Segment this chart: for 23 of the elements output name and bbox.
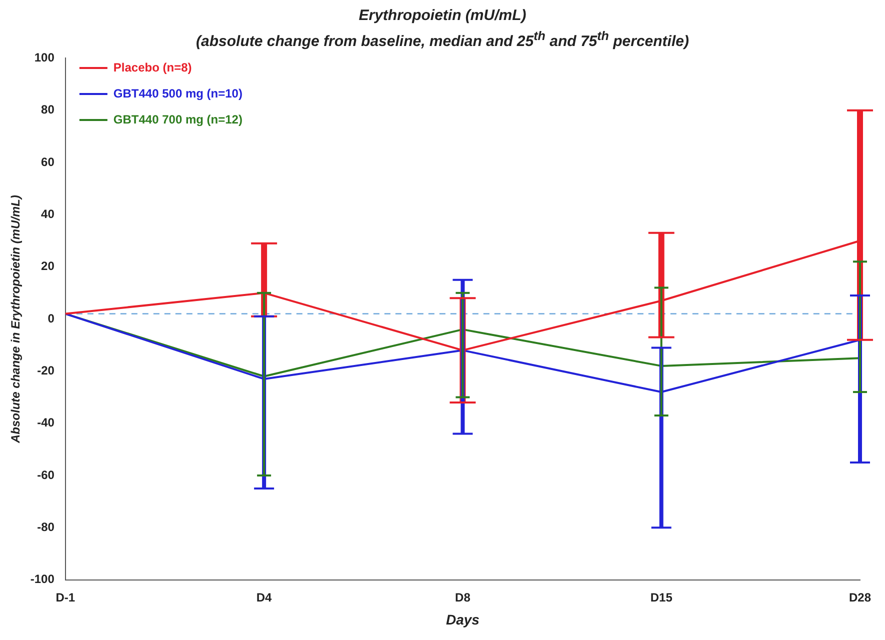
y-tick-label: 0 bbox=[48, 311, 55, 326]
x-tick-label: D28 bbox=[848, 590, 872, 604]
y-tick-label: -40 bbox=[37, 416, 55, 430]
y-tick-label: 20 bbox=[41, 259, 55, 274]
x-tick-label: D4 bbox=[256, 590, 272, 604]
y-tick-label: 80 bbox=[41, 102, 55, 117]
y-axis-title: Absolute change in Erythropoietin (mU/mL) bbox=[8, 194, 23, 444]
chart-title: Erythropoietin (mU/mL) bbox=[358, 6, 528, 26]
chart-subtitle: (absolute change from baseline, median and 25$^{th}$ and 75$^{th}$ percentile) bbox=[195, 28, 690, 52]
x-axis-title: Days bbox=[446, 611, 480, 628]
legend-label: Placebo (n=8) bbox=[113, 60, 192, 74]
y-tick-label: 60 bbox=[41, 154, 55, 169]
x-tick-label: D-1 bbox=[56, 590, 76, 604]
legend-label: GBT440 500 mg (n=10) bbox=[113, 86, 242, 100]
y-tick-label: -80 bbox=[37, 520, 55, 534]
y-tick-label: 40 bbox=[41, 206, 55, 221]
x-tick-label: D8 bbox=[455, 590, 471, 604]
x-tick-label: D15 bbox=[650, 590, 673, 604]
y-tick-label: -60 bbox=[37, 468, 55, 482]
y-tick-label: -100 bbox=[30, 572, 55, 586]
y-tick-label: -20 bbox=[37, 363, 55, 378]
y-tick-label: 100 bbox=[34, 50, 55, 65]
legend-label: GBT440 700 mg (n=12) bbox=[113, 112, 242, 126]
